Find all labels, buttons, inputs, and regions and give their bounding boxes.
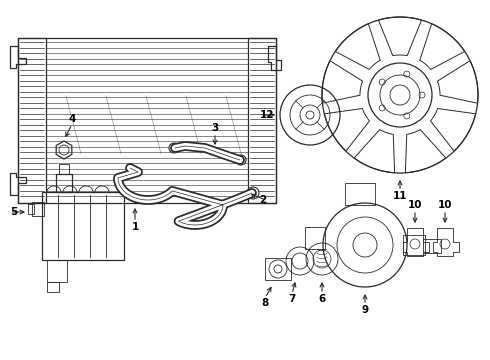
Bar (59, 164, 69, 174)
Bar (403, 235, 425, 255)
Text: 8: 8 (261, 298, 269, 308)
Bar (423, 239, 441, 253)
Bar (305, 227, 325, 249)
Bar (18, 38, 46, 203)
Bar (28, 204, 34, 214)
Circle shape (236, 155, 246, 165)
Text: 12: 12 (260, 110, 274, 120)
Bar (18, 38, 276, 203)
Text: 10: 10 (408, 200, 422, 210)
Text: 10: 10 (438, 200, 452, 210)
Text: 2: 2 (259, 195, 266, 205)
Bar (265, 258, 291, 280)
Text: 9: 9 (362, 305, 368, 315)
Text: 3: 3 (211, 123, 219, 133)
Text: 1: 1 (131, 222, 139, 232)
Circle shape (247, 187, 259, 199)
Bar (42, 192, 124, 260)
Bar (248, 38, 276, 203)
Text: 11: 11 (393, 191, 407, 201)
Text: 5: 5 (10, 207, 17, 217)
Bar (56, 174, 72, 192)
Circle shape (169, 143, 179, 153)
Text: 6: 6 (318, 294, 326, 304)
Bar (47, 260, 67, 282)
Text: 7: 7 (288, 294, 295, 304)
Bar (32, 202, 44, 216)
Bar (345, 183, 375, 205)
Text: 4: 4 (68, 114, 75, 124)
Bar (47, 282, 59, 292)
